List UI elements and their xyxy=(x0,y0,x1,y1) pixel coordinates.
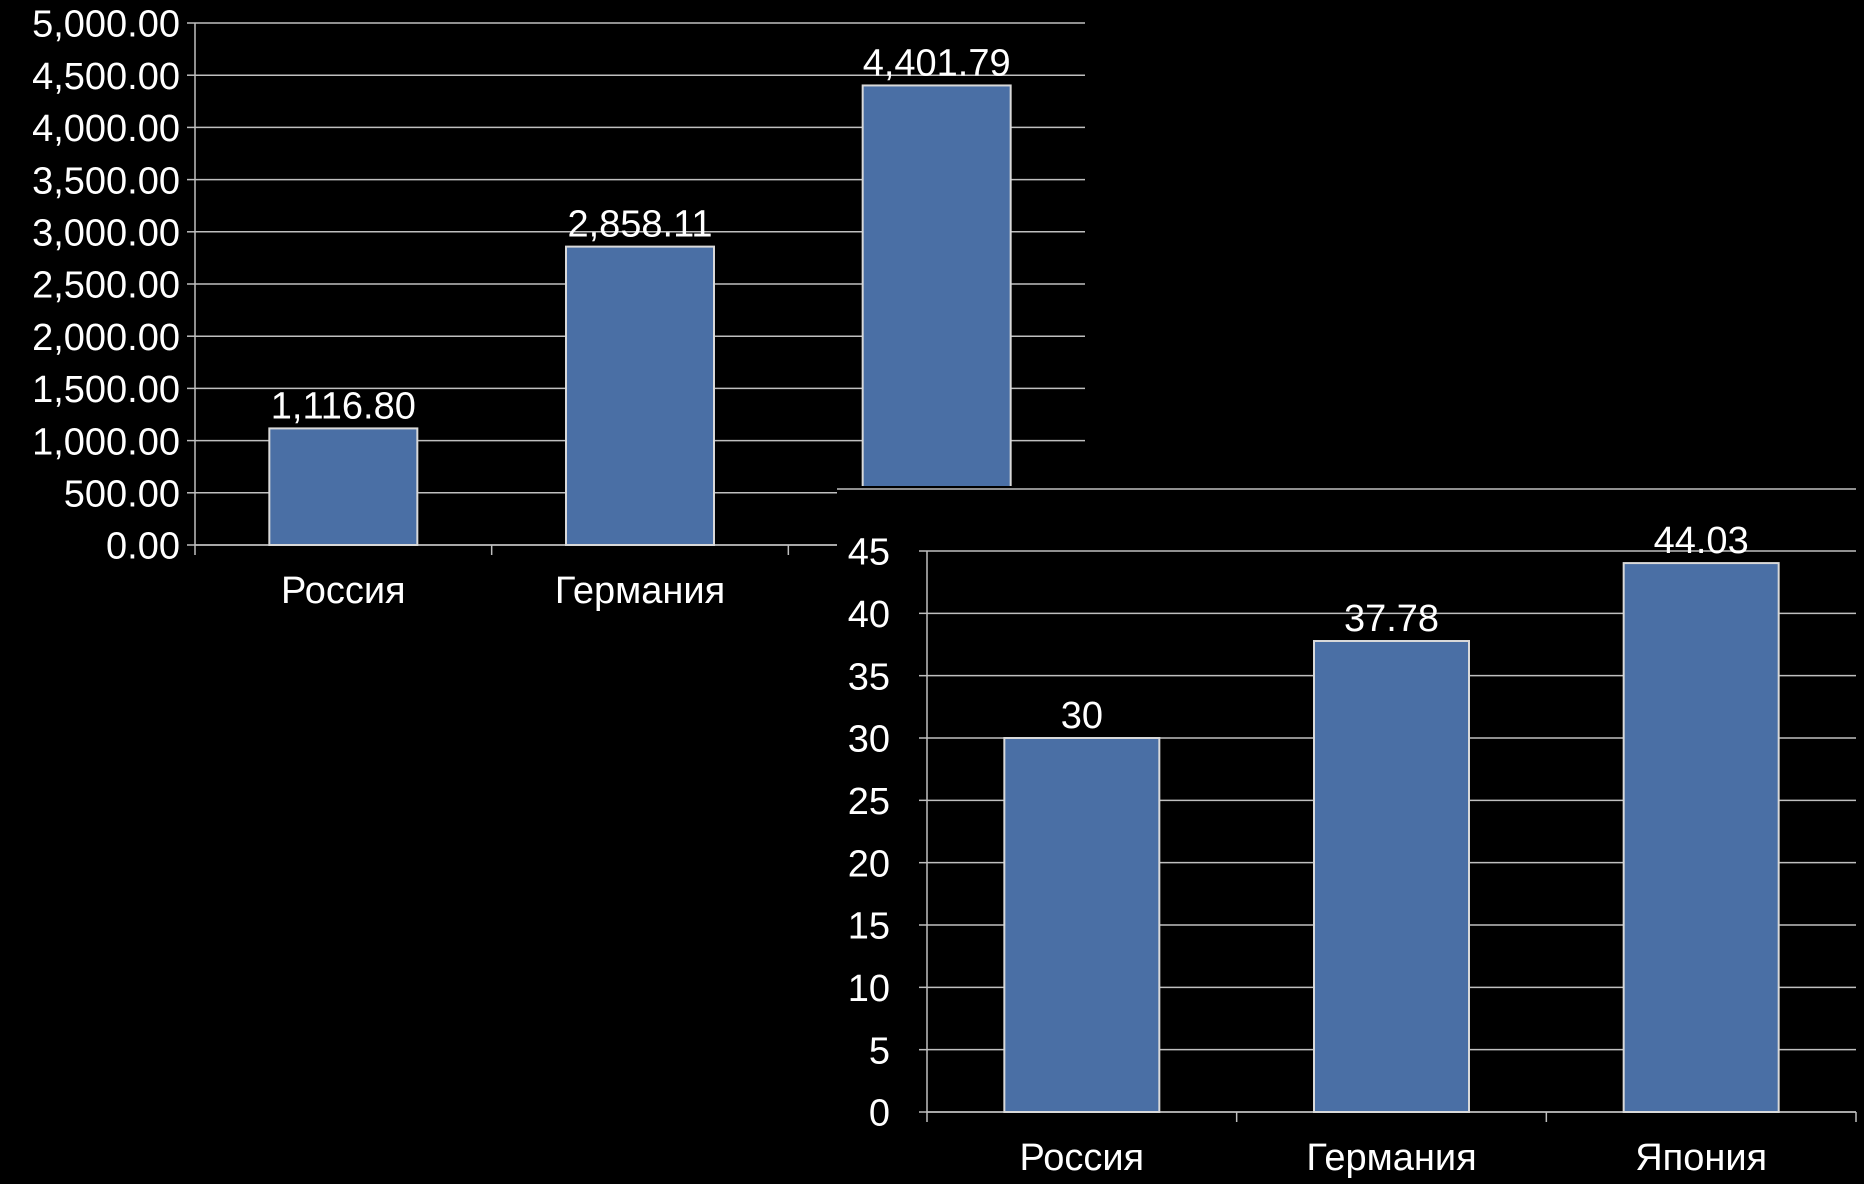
x-category-label: Германия xyxy=(555,570,725,612)
bar-Россия xyxy=(268,427,419,546)
bar-Россия xyxy=(1003,737,1161,1113)
x-category-label: Германия xyxy=(1306,1137,1476,1179)
bar-Япония xyxy=(861,84,1012,546)
y-tick-label: 15 xyxy=(848,906,890,948)
y-tick-label: 3,500.00 xyxy=(32,160,180,202)
x-category-label: Россия xyxy=(281,570,406,612)
y-tick-label: 45 xyxy=(848,532,890,574)
y-tick-label: 30 xyxy=(848,719,890,761)
data-label: 44.03 xyxy=(1654,520,1749,562)
y-tick-label: 2,500.00 xyxy=(32,265,180,307)
bar-Германия xyxy=(1313,640,1470,1113)
data-label: 2,858.11 xyxy=(567,204,712,246)
y-tick-label: 5,000.00 xyxy=(32,4,180,46)
y-tick-label: 20 xyxy=(848,843,890,885)
chart-1: 0.00 500.00 1,000.00 1,500.00 2,000.00 2,500.… xyxy=(32,4,1086,612)
bar-Япония xyxy=(1622,562,1780,1113)
chart-2: 0 5 10 15 20 25 30 35 40 45 30 Россия 37.78 Германия 4… xyxy=(837,486,1864,1179)
y-tick-label: 0 xyxy=(869,1093,890,1135)
y-tick-label: 25 xyxy=(848,781,890,823)
data-label: 37.78 xyxy=(1344,598,1439,640)
y-tick-label: 4,000.00 xyxy=(32,108,180,150)
y-tick-label: 1,500.00 xyxy=(32,369,180,411)
y-tick-label: 5 xyxy=(869,1030,890,1072)
data-label: 4,401.79 xyxy=(863,42,1011,84)
y-tick-label: 40 xyxy=(848,594,890,636)
x-category-label: Россия xyxy=(1020,1137,1145,1179)
y-tick-label: 0.00 xyxy=(106,526,180,568)
y-tick-label: 500.00 xyxy=(64,473,180,515)
x-category-label: Япония xyxy=(1635,1137,1767,1179)
y-tick-label: 4,500.00 xyxy=(32,56,180,98)
y-tick-label: 10 xyxy=(848,968,890,1010)
y-tick-label: 35 xyxy=(848,656,890,698)
data-label: 30 xyxy=(1061,695,1103,737)
y-tick-label: 1,000.00 xyxy=(32,421,180,463)
y-tick-label: 2,000.00 xyxy=(32,317,180,359)
bar-Германия xyxy=(565,245,715,546)
y-tick-label: 3,000.00 xyxy=(32,212,180,254)
data-label: 1,116.80 xyxy=(271,385,416,427)
